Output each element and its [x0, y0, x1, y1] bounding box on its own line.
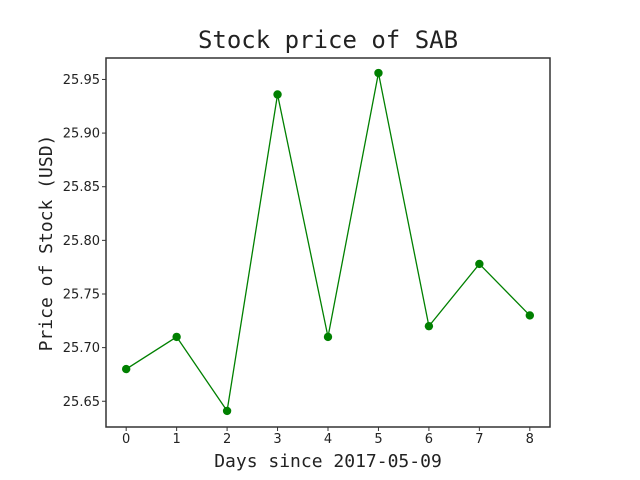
x-tick-label: 4 [324, 432, 332, 447]
x-axis-label: Days since 2017-05-09 [214, 451, 442, 472]
y-tick-label: 25.75 [63, 287, 100, 302]
y-axis-label: Price of Stock (USD) [36, 135, 57, 352]
y-tick-label: 25.80 [63, 234, 100, 249]
data-point [273, 90, 282, 99]
data-point [374, 68, 383, 78]
x-tick-label: 5 [374, 432, 382, 447]
data-point [121, 364, 131, 374]
data-point [475, 259, 484, 269]
y-tick-label: 25.65 [63, 395, 100, 410]
y-tick-label: 25.85 [63, 180, 100, 195]
x-tick-label: 6 [425, 432, 433, 447]
series-line [125, 72, 531, 413]
data-point [323, 332, 333, 342]
x-tick-label: 3 [273, 432, 281, 447]
x-tick-label: 1 [172, 432, 180, 447]
data-point [525, 311, 535, 320]
y-tick-label: 25.70 [63, 341, 100, 356]
data-point [222, 406, 232, 416]
plot-frame [105, 57, 551, 428]
x-tick-label: 2 [223, 432, 231, 447]
plot-area: 0 1 2 3 4 5 6 7 8 25.65 25.70 25.75 25.80 25.85 25.90 2… [63, 68, 535, 447]
chart-title: Stock price of SAB [198, 26, 458, 54]
x-tick-label: 0 [122, 432, 130, 447]
x-tick-label: 7 [475, 432, 483, 447]
y-tick-label: 25.90 [63, 127, 100, 142]
x-tick-label: 8 [526, 432, 534, 447]
data-point [424, 321, 434, 331]
y-tick-label: 25.95 [63, 73, 100, 88]
data-point [172, 332, 181, 342]
